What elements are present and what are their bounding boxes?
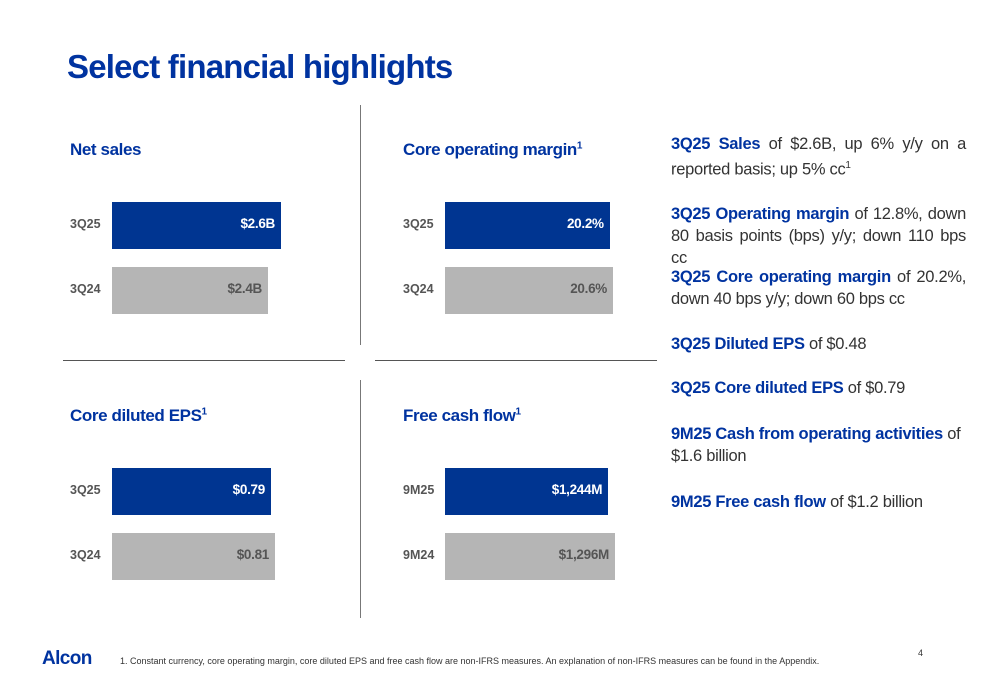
divider-vertical-bottom	[360, 380, 361, 618]
chart-title: Free cash flow1	[403, 406, 521, 426]
bar-row: 3Q25 20.2%	[403, 202, 693, 249]
data-label: $1,244M	[551, 482, 603, 497]
highlight-item: 9M25 Cash from operating activities of $…	[671, 423, 966, 467]
highlight-text: of $1.6 billion	[671, 425, 961, 465]
highlight-item: 3Q25 Core diluted EPS of $0.79	[671, 377, 966, 399]
category-label: 3Q24	[70, 548, 101, 562]
highlight-item: 3Q25 Operating margin of 12.8%, down 80 …	[671, 203, 966, 269]
chart-net-sales: Net sales 3Q25 $2.6B 3Q24 $2.4B	[70, 140, 360, 340]
chart-title-text: Free cash flow	[403, 406, 516, 425]
data-label: $1,296M	[558, 547, 610, 562]
bar-row: 3Q25 $0.79	[70, 468, 360, 515]
page-title: Select financial highlights	[67, 48, 453, 85]
bar-row: 9M24 $1,296M	[403, 533, 693, 580]
divider-vertical-top	[360, 105, 361, 345]
bar-prior: 20.6%	[445, 267, 613, 314]
bar-row: 3Q25 $2.6B	[70, 202, 360, 249]
highlight-item: 9M25 Free cash flow of $1.2 billion	[671, 491, 966, 513]
bar-prior: $1,296M	[445, 533, 615, 580]
data-label: $0.79	[232, 482, 266, 497]
highlight-bold: 9M25 Free cash flow	[671, 493, 826, 511]
highlight-bold: 3Q25 Core diluted EPS	[671, 379, 844, 397]
data-label: $2.6B	[240, 216, 275, 231]
bar-current: 20.2%	[445, 202, 610, 249]
highlight-text: of $2.6B, up 6% y/y on a reported basis;…	[671, 135, 966, 179]
highlight-bold: 3Q25 Core operating margin	[671, 268, 891, 286]
highlight-text: of $1.2 billion	[825, 493, 923, 511]
bar-row: 3Q24 20.6%	[403, 267, 693, 314]
highlight-bold: 3Q25 Diluted EPS	[671, 335, 805, 353]
data-label: 20.2%	[566, 216, 604, 231]
highlight-text: of 12.8%, down 80 basis points (bps) y/y…	[671, 205, 966, 267]
chart-title-text: Core diluted EPS	[70, 406, 202, 425]
chart-title: Core operating margin1	[403, 140, 582, 160]
highlight-item: 3Q25 Diluted EPS of $0.48	[671, 333, 966, 355]
highlight-text: of $0.79	[843, 379, 906, 397]
highlight-text: of $0.48	[804, 335, 867, 353]
category-label: 3Q25	[403, 217, 434, 231]
category-label: 9M25	[403, 483, 435, 497]
chart-title: Net sales	[70, 140, 141, 160]
footnote-marker: 1	[201, 406, 208, 418]
highlight-item: 3Q25 Core operating margin of 20.2%, dow…	[671, 266, 966, 310]
highlight-item: 3Q25 Sales of $2.6B, up 6% y/y on a repo…	[671, 133, 966, 181]
data-label: 20.6%	[570, 281, 607, 296]
chart-title: Core diluted EPS1	[70, 406, 207, 426]
data-label: $0.81	[236, 547, 270, 562]
highlight-bold: 9M25 Cash from operating activities	[671, 425, 943, 443]
footnote-marker: 1	[845, 160, 851, 171]
category-label: 3Q25	[70, 483, 101, 497]
divider-horizontal-left	[63, 360, 345, 361]
footnote: 1. Constant currency, core operating mar…	[120, 656, 820, 666]
divider-horizontal-right	[375, 360, 657, 361]
bar-prior: $0.81	[112, 533, 275, 580]
highlight-bold: 3Q25 Operating margin	[671, 205, 850, 223]
chart-title-text: Net sales	[70, 140, 142, 159]
bar-current: $0.79	[112, 468, 271, 515]
category-label: 3Q25	[70, 217, 101, 231]
bar-row: 9M25 $1,244M	[403, 468, 693, 515]
highlight-bold: 3Q25 Sales	[671, 135, 761, 153]
bar-row: 3Q24 $0.81	[70, 533, 360, 580]
bar-current: $1,244M	[445, 468, 609, 515]
alcon-logo: Alcon	[42, 648, 92, 669]
category-label: 9M24	[403, 548, 435, 562]
bar-current: $2.6B	[112, 202, 281, 249]
chart-free-cash-flow: Free cash flow1 9M25 $1,244M 9M24 $1,296M	[403, 406, 693, 606]
category-label: 3Q24	[70, 282, 101, 296]
bar-prior: $2.4B	[112, 267, 268, 314]
chart-core-diluted-eps: Core diluted EPS1 3Q25 $0.79 3Q24 $0.81	[70, 406, 360, 606]
footnote-marker: 1	[576, 140, 583, 152]
footnote-marker: 1	[515, 406, 522, 418]
category-label: 3Q24	[403, 282, 434, 296]
chart-core-operating-margin: Core operating margin1 3Q25 20.2% 3Q24 20.6%	[403, 140, 693, 340]
page-number: 4	[918, 648, 924, 658]
data-label: $2.4B	[227, 281, 262, 296]
bar-row: 3Q24 $2.4B	[70, 267, 360, 314]
highlight-text: of 20.2%, down 40 bps y/y; down 60 bps c…	[671, 268, 966, 308]
chart-title-text: Core operating margin	[403, 140, 577, 159]
